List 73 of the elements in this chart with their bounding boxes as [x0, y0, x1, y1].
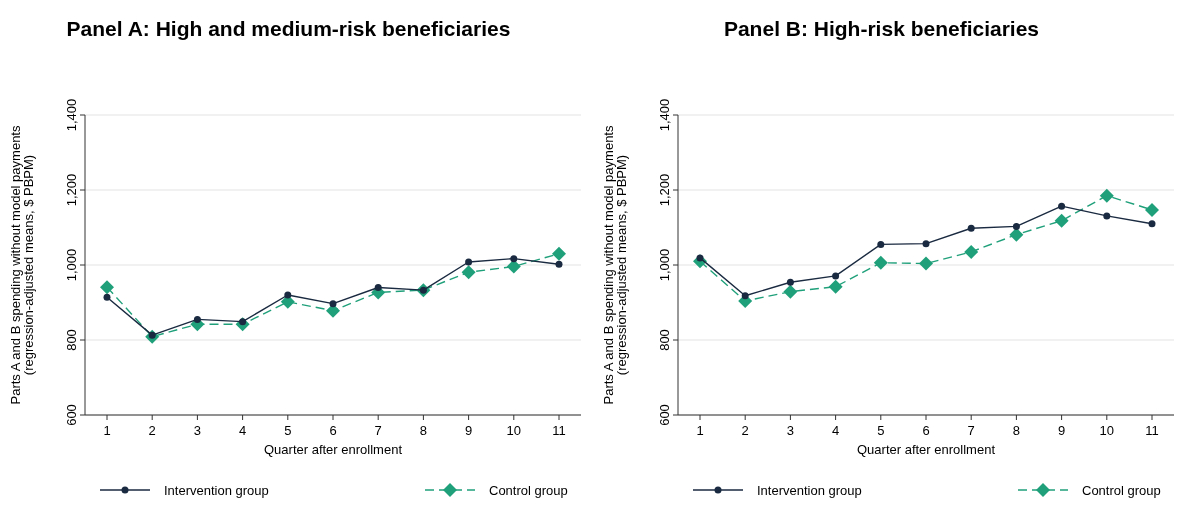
point: [1145, 202, 1159, 217]
point: [873, 255, 888, 270]
x-tick-label: 5: [877, 423, 885, 438]
point: [1148, 220, 1156, 228]
x-tick-label: 10: [506, 423, 522, 438]
legend-label: Intervention group: [757, 483, 862, 498]
y-axis-title: Parts A and B spending without model payments (regression-adjusted means, $ PBPM): [8, 125, 36, 405]
point: [1099, 188, 1114, 203]
y-tick-label: 1,400: [64, 98, 79, 132]
x-tick-label: 4: [831, 423, 840, 438]
point: [1012, 222, 1020, 230]
x-axis-title: Quarter after enrollment: [856, 442, 996, 457]
x-tick-label: 8: [419, 423, 428, 438]
chart-title: Panel B: High-risk beneficiaries: [723, 17, 1040, 40]
y-tick-label: 1,000: [64, 248, 79, 282]
point: [783, 284, 798, 299]
y-axis-title: Parts A and B spending without model payments (regression-adjusted means, $ PBPM): [601, 125, 629, 405]
legend-label: Control group: [1082, 483, 1161, 498]
point: [461, 265, 476, 280]
point: [1054, 213, 1069, 228]
y-tick-label: 800: [64, 329, 79, 351]
point: [465, 258, 473, 266]
point: [877, 240, 885, 248]
y-tick-label: 1,400: [657, 98, 672, 132]
point: [832, 272, 840, 280]
y-tick-label: 600: [64, 404, 79, 426]
y-tick-label: 1,200: [64, 173, 79, 207]
x-tick-label: 2: [148, 423, 156, 438]
legend-label: Intervention group: [164, 483, 269, 498]
point: [374, 284, 382, 291]
point: [1009, 227, 1024, 242]
x-tick-label: 7: [967, 423, 975, 438]
x-tick-label: 11: [552, 423, 566, 438]
point: [555, 260, 563, 268]
x-tick-label: 9: [1057, 423, 1066, 438]
point: [919, 256, 933, 271]
x-tick-label: 1: [696, 423, 704, 438]
y-tick-label: 600: [657, 404, 672, 426]
x-tick-label: 7: [374, 423, 382, 438]
point: [552, 246, 566, 261]
x-tick-label: 3: [193, 423, 202, 438]
legend-label: Control group: [489, 483, 568, 498]
y-tick-label: 1,200: [657, 173, 672, 207]
point: [103, 293, 111, 301]
x-tick-label: 2: [741, 423, 749, 438]
y-tick-label: 1,000: [657, 248, 672, 282]
x-axis-title: Quarter after enrollment: [263, 442, 403, 457]
point: [786, 278, 794, 286]
point: [741, 292, 749, 300]
point: [506, 259, 521, 274]
x-tick-label: 4: [238, 423, 247, 438]
point: [510, 255, 518, 263]
point: [1103, 212, 1111, 220]
point: [922, 240, 930, 248]
point: [284, 291, 292, 299]
x-tick-label: 8: [1012, 423, 1021, 438]
x-tick-label: 5: [284, 423, 292, 438]
x-tick-label: 6: [329, 423, 337, 438]
point: [1058, 202, 1066, 210]
y-tick-label: 800: [657, 329, 672, 351]
chart-title: Panel A: High and medium-risk beneficiaries: [66, 17, 511, 40]
x-tick-label: 6: [922, 423, 930, 438]
point: [100, 280, 114, 295]
point: [828, 279, 843, 294]
x-tick-label: 3: [786, 423, 795, 438]
x-tick-label: 10: [1099, 423, 1115, 438]
x-tick-label: 1: [103, 423, 111, 438]
x-tick-label: 9: [464, 423, 473, 438]
x-tick-label: 11: [1145, 423, 1159, 438]
point: [967, 224, 975, 232]
point: [329, 300, 337, 308]
point: [964, 244, 979, 259]
point: [193, 315, 201, 323]
